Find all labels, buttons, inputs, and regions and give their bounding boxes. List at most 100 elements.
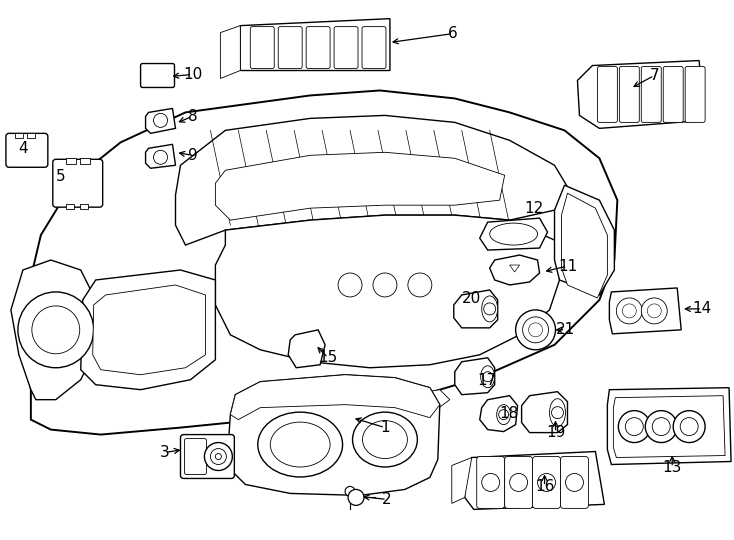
Polygon shape [81,270,215,390]
Polygon shape [145,144,175,168]
Circle shape [645,410,677,443]
Circle shape [484,303,495,315]
FancyBboxPatch shape [334,26,358,69]
Text: 14: 14 [692,301,712,316]
FancyBboxPatch shape [306,26,330,69]
Circle shape [673,410,705,443]
Circle shape [622,304,636,318]
Polygon shape [220,25,240,78]
Text: 18: 18 [499,406,518,421]
Circle shape [482,474,500,491]
FancyBboxPatch shape [141,64,175,87]
Circle shape [338,273,362,297]
FancyBboxPatch shape [184,438,206,475]
Circle shape [153,150,167,164]
Polygon shape [215,152,505,220]
Circle shape [653,417,670,436]
Text: 9: 9 [188,148,197,163]
Polygon shape [145,109,175,133]
Text: 21: 21 [556,322,575,338]
Text: 2: 2 [382,492,392,507]
Text: 19: 19 [546,425,565,440]
Polygon shape [480,218,548,250]
Bar [80,204,88,209]
Polygon shape [288,330,325,368]
Ellipse shape [270,422,330,467]
Circle shape [625,417,643,436]
Text: 1: 1 [380,420,390,435]
Polygon shape [607,388,731,464]
FancyBboxPatch shape [53,159,103,207]
Text: 15: 15 [319,350,338,365]
Circle shape [345,487,355,496]
FancyBboxPatch shape [476,456,505,508]
Polygon shape [175,116,570,245]
Circle shape [408,273,432,297]
Text: 7: 7 [650,68,659,83]
Circle shape [515,310,556,350]
Circle shape [551,407,564,418]
Circle shape [373,273,397,297]
Polygon shape [554,185,614,295]
Circle shape [32,306,80,354]
FancyBboxPatch shape [250,26,275,69]
Polygon shape [215,215,559,368]
Ellipse shape [481,366,495,388]
Text: 10: 10 [183,67,202,82]
Ellipse shape [490,223,537,245]
Circle shape [642,298,667,324]
Text: 4: 4 [18,141,28,156]
Text: 12: 12 [524,201,543,215]
FancyBboxPatch shape [597,66,617,123]
Text: 17: 17 [477,373,496,388]
FancyBboxPatch shape [685,66,705,123]
Text: 3: 3 [160,445,170,460]
FancyBboxPatch shape [505,456,533,508]
Polygon shape [11,260,95,400]
FancyBboxPatch shape [664,66,683,123]
Polygon shape [21,91,617,435]
Polygon shape [578,60,704,129]
Circle shape [498,410,509,420]
Bar [27,133,34,138]
FancyBboxPatch shape [278,26,302,69]
Ellipse shape [482,296,498,322]
Circle shape [215,454,222,460]
Ellipse shape [363,421,407,458]
FancyBboxPatch shape [181,435,234,478]
Circle shape [618,410,650,443]
Circle shape [18,292,94,368]
Polygon shape [609,288,681,334]
Circle shape [617,298,642,324]
Circle shape [565,474,584,491]
Polygon shape [230,375,440,420]
Text: 11: 11 [558,259,577,274]
Circle shape [205,443,233,470]
Text: 8: 8 [188,109,197,124]
Ellipse shape [497,404,511,424]
Polygon shape [240,19,390,71]
Bar [66,204,73,209]
FancyBboxPatch shape [362,26,386,69]
Circle shape [348,489,364,505]
Polygon shape [509,265,520,272]
Text: 20: 20 [462,292,482,306]
Text: 13: 13 [663,460,682,475]
Polygon shape [452,457,472,503]
Polygon shape [562,193,607,298]
Bar [66,158,76,164]
Circle shape [211,449,226,464]
Text: 5: 5 [56,168,65,184]
Circle shape [537,474,556,491]
Bar [80,158,90,164]
Circle shape [528,323,542,337]
Polygon shape [465,451,604,509]
Bar [15,133,23,138]
Polygon shape [92,285,206,375]
Circle shape [680,417,698,436]
Polygon shape [454,290,498,328]
Text: 16: 16 [535,479,554,494]
FancyBboxPatch shape [6,133,48,167]
FancyBboxPatch shape [533,456,561,508]
Ellipse shape [258,412,343,477]
